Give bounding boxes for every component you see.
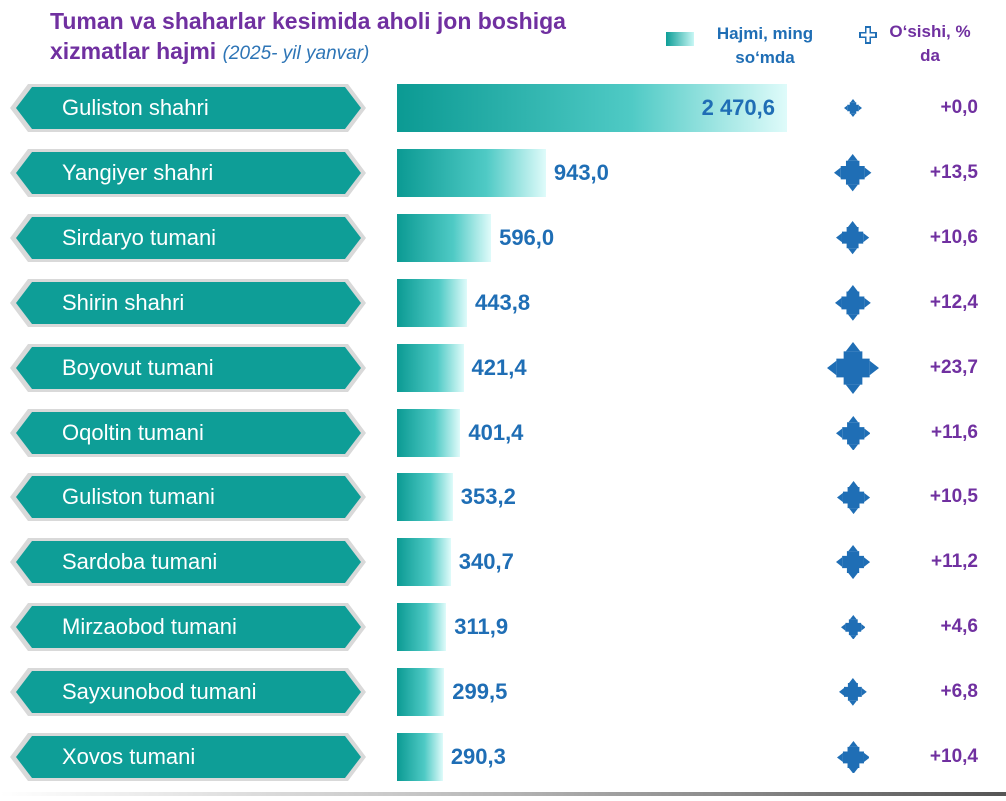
- growth-plus-arrows-icon: [835, 415, 871, 451]
- legend-volume-swatch: [666, 32, 694, 46]
- bar-value-label: 340,7: [458, 549, 514, 574]
- growth-value-label: +0,0: [940, 97, 978, 118]
- category-label-shape: [10, 603, 366, 651]
- growth-plus-arrows-icon: [836, 480, 870, 514]
- bar-value-label: 401,4: [468, 420, 524, 445]
- category-label: Oqoltin tumani: [62, 420, 204, 445]
- category-label-shape: [10, 409, 366, 457]
- category-label-shape: [10, 149, 366, 197]
- bar: [397, 84, 787, 132]
- growth-value-label: +4,6: [940, 616, 978, 637]
- growth-plus-arrows-icon: [835, 285, 871, 321]
- growth-value-label: +10,4: [929, 746, 978, 767]
- category-label: Sardoba tumani: [62, 549, 218, 574]
- bar-value-label: 299,5: [452, 679, 508, 704]
- growth-value-label: +13,5: [929, 162, 978, 183]
- category-label: Sirdaryo tumani: [62, 225, 217, 250]
- bar: [397, 473, 453, 521]
- bar-value-label: 2 470,6: [701, 95, 775, 120]
- chart-title-main: Tuman va shaharlar kesimida aholi jon bo…: [50, 8, 566, 64]
- category-label: Sayxunobod tumani: [62, 679, 257, 704]
- category-label-shape: [10, 279, 366, 327]
- category-label: Guliston shahri: [62, 95, 209, 120]
- bar-value-label: 443,8: [475, 290, 531, 315]
- bar-value-label: 311,9: [454, 614, 509, 639]
- bar-value-label: 596,0: [499, 225, 555, 250]
- growth-value-label: +10,5: [929, 486, 978, 507]
- bar-value-label: 353,2: [460, 484, 516, 509]
- category-label-shape: [10, 473, 366, 521]
- category-label: Boyovut tumani: [62, 355, 214, 380]
- growth-plus-arrows-icon: [834, 154, 872, 192]
- growth-plus-arrows-icon: [827, 342, 879, 394]
- growth-value-label: +11,6: [930, 422, 978, 443]
- bar-value-label: 290,3: [450, 744, 506, 769]
- growth-plus-arrows-icon: [839, 678, 867, 706]
- category-label-shape: [10, 538, 366, 586]
- chart-title: Tuman va shaharlar kesimida aholi jon bo…: [50, 6, 610, 69]
- category-label: Guliston tumani: [62, 484, 215, 509]
- legend-plus-icon: [859, 26, 877, 44]
- bar: [397, 214, 492, 262]
- growth-plus-arrows-icon: [844, 99, 862, 117]
- growth-value-label: +23,7: [929, 357, 978, 378]
- category-label-shape: [10, 344, 366, 392]
- bar-value-label: 421,4: [471, 355, 527, 380]
- category-label-shape: [10, 733, 366, 781]
- bar: [397, 409, 461, 457]
- category-label: Mirzaobod tumani: [62, 614, 237, 639]
- footer-divider: [0, 792, 1006, 796]
- bar: [397, 279, 468, 327]
- bar: [397, 538, 451, 586]
- legend-growth-label: O‘sishi, % da: [889, 22, 971, 65]
- growth-value-label: +11,2: [930, 551, 978, 572]
- bar: [397, 733, 443, 781]
- growth-value-label: +12,4: [929, 292, 978, 313]
- category-label-shape: [10, 84, 366, 132]
- bar: [397, 149, 546, 197]
- growth-plus-arrows-icon: [836, 545, 871, 580]
- growth-plus-arrows-icon: [840, 614, 866, 640]
- category-label: Xovos tumani: [62, 744, 196, 769]
- category-label-shape: [10, 214, 366, 262]
- growth-value-label: +10,6: [929, 227, 978, 248]
- growth-plus-arrows-icon: [836, 221, 870, 255]
- bar: [397, 603, 447, 651]
- category-label-shape: [10, 668, 366, 716]
- category-label: Yangiyer shahri: [62, 160, 214, 185]
- category-label: Shirin shahri: [62, 290, 185, 315]
- legend-volume-label: Hajmi, ming so‘mda: [716, 24, 814, 67]
- chart-title-sub: (2025- yil yanvar): [222, 43, 370, 64]
- bar-value-label: 943,0: [553, 160, 609, 185]
- growth-value-label: +6,8: [940, 681, 978, 702]
- bar: [397, 668, 445, 716]
- growth-plus-arrows-icon: [836, 740, 870, 774]
- bar: [397, 344, 464, 392]
